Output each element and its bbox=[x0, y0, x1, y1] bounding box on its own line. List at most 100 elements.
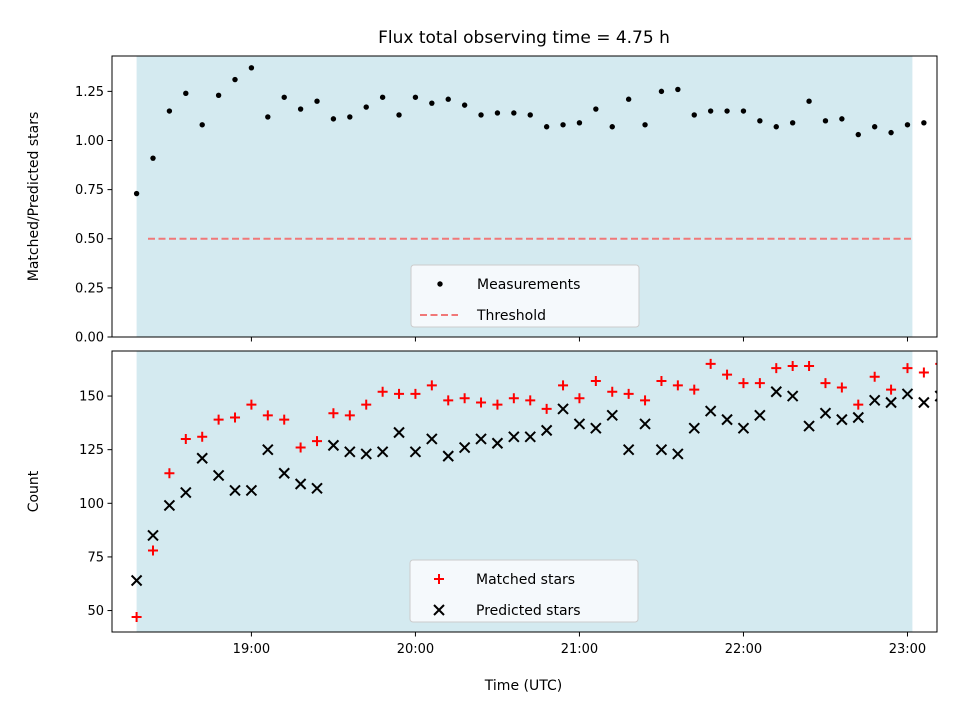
measurements-point bbox=[494, 110, 501, 116]
legend-predicted-marker bbox=[433, 604, 445, 616]
measurements-point bbox=[839, 116, 845, 122]
matched-stars-point bbox=[131, 611, 142, 622]
measurements-point bbox=[232, 76, 238, 83]
matched-stars-point bbox=[754, 378, 765, 389]
matched-stars-point bbox=[804, 361, 815, 372]
measurements-point bbox=[248, 65, 255, 71]
legend-box bbox=[410, 264, 640, 328]
matched-stars-point bbox=[312, 436, 323, 447]
matched-stars-point bbox=[459, 393, 470, 404]
predicted-stars-point bbox=[721, 413, 733, 426]
measurements-point bbox=[773, 124, 779, 130]
measurements-point bbox=[543, 124, 550, 130]
predicted-stars-point bbox=[508, 431, 520, 443]
legend-label: Matched stars bbox=[476, 572, 575, 588]
measurements-point bbox=[281, 94, 287, 100]
predicted-stars-point bbox=[786, 390, 799, 402]
predicted-stars-point bbox=[180, 486, 192, 499]
measurements-point bbox=[625, 96, 632, 102]
measurements-point bbox=[921, 120, 927, 126]
measurements-point bbox=[297, 106, 304, 112]
bottom-frame bbox=[111, 350, 938, 633]
matched-stars-point bbox=[836, 382, 847, 393]
measurements-point bbox=[133, 190, 140, 197]
measurements-point bbox=[740, 108, 747, 114]
matched-stars-point bbox=[886, 384, 897, 395]
matched-stars-point bbox=[918, 367, 929, 378]
matched-stars-point bbox=[853, 399, 864, 410]
matched-stars-point bbox=[180, 433, 191, 444]
measurements-point bbox=[429, 100, 435, 106]
predicted-stars-point bbox=[344, 446, 356, 458]
measurements-point bbox=[215, 92, 222, 99]
predicted-stars-point bbox=[688, 422, 700, 434]
top-panel: 0.00 0.25 0.50 0.75 1.00 1.25 Matched/Predicte… bbox=[26, 55, 938, 346]
legend-matched-marker bbox=[434, 574, 444, 584]
predicted-stars-point bbox=[245, 484, 258, 497]
matched-stars-point bbox=[574, 393, 585, 404]
matched-stars-point bbox=[902, 363, 913, 374]
y-tick-label: 0.25 bbox=[75, 281, 104, 296]
bottom-legend: Matched stars Predicted stars bbox=[409, 559, 639, 623]
predicted-stars-point bbox=[770, 386, 782, 398]
x-tick-label: 23:00 bbox=[889, 642, 926, 657]
matched-stars-point bbox=[787, 361, 798, 372]
predicted-stars-point bbox=[754, 409, 766, 422]
matched-stars-point bbox=[361, 399, 372, 410]
measurements-point bbox=[707, 108, 714, 114]
matched-stars-point bbox=[672, 380, 683, 391]
predicted-stars-point bbox=[672, 448, 684, 460]
measurements-point bbox=[166, 108, 173, 114]
bottom-panel: 50 75 100 125 150 19:00 20:00 21:00 22:00 23:00 Co… bbox=[26, 350, 938, 694]
matched-stars-point bbox=[492, 399, 503, 410]
y-tick-label: 1.00 bbox=[75, 134, 104, 149]
matched-stars-point bbox=[246, 399, 257, 410]
predicted-stars-point bbox=[590, 422, 602, 434]
x-tick-label: 22:00 bbox=[725, 642, 762, 657]
predicted-stars-point bbox=[819, 407, 832, 419]
legend-label: Predicted stars bbox=[476, 603, 581, 619]
predicted-stars-point bbox=[393, 426, 405, 439]
measurements-point bbox=[576, 120, 583, 126]
measurements-point bbox=[822, 118, 829, 124]
measurements-point bbox=[806, 98, 812, 104]
matched-stars-point bbox=[377, 386, 388, 397]
measurements-point bbox=[150, 155, 156, 161]
matched-stars-point bbox=[541, 403, 552, 414]
measurements-point bbox=[330, 116, 337, 122]
measurements-point bbox=[265, 114, 271, 120]
measurements-point bbox=[183, 90, 189, 97]
measurements-point bbox=[888, 129, 894, 136]
y-tick-label: 1.25 bbox=[75, 85, 104, 100]
measurements-point bbox=[478, 112, 484, 118]
bottom-markers bbox=[130, 358, 937, 622]
top-legend: Measurements Threshold bbox=[410, 264, 640, 328]
measurements-point bbox=[691, 112, 697, 118]
matched-stars-point bbox=[738, 378, 749, 389]
matched-stars-point bbox=[230, 412, 241, 423]
measurements-point bbox=[199, 122, 205, 128]
measurements-point bbox=[396, 112, 402, 118]
matched-stars-point bbox=[476, 397, 487, 408]
predicted-stars-point bbox=[229, 484, 241, 497]
top-markers bbox=[133, 65, 927, 197]
predicted-stars-point bbox=[557, 403, 569, 415]
matched-stars-point bbox=[344, 410, 355, 421]
measurements-point bbox=[314, 98, 320, 104]
predicted-stars-point bbox=[836, 413, 848, 426]
predicted-stars-point bbox=[262, 443, 274, 456]
measurements-point bbox=[855, 131, 861, 138]
matched-stars-point bbox=[705, 358, 716, 369]
predicted-stars-point bbox=[163, 499, 176, 512]
measurements-point bbox=[789, 120, 796, 126]
measurements-point bbox=[363, 104, 369, 110]
measurements-point bbox=[658, 88, 665, 95]
predicted-stars-point bbox=[704, 405, 717, 417]
predicted-stars-point bbox=[573, 418, 586, 430]
predicted-stars-point bbox=[376, 446, 389, 458]
matched-stars-point bbox=[607, 386, 618, 397]
matched-stars-point bbox=[328, 408, 339, 419]
predicted-stars-point bbox=[409, 446, 422, 458]
matched-stars-point bbox=[197, 431, 208, 442]
